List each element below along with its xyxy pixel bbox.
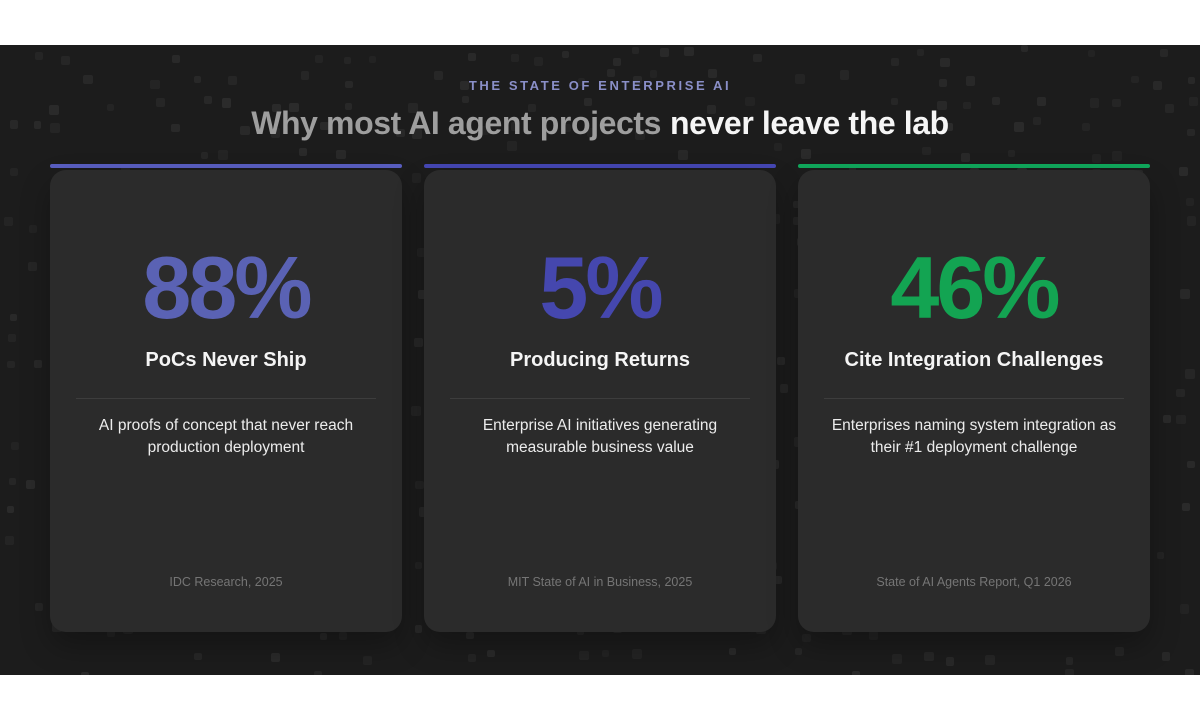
cards-row: 88% PoCs Never Ship AI proofs of concept… <box>50 164 1150 632</box>
page-title: Why most AI agent projects never leave th… <box>251 104 949 142</box>
slide-stage: THE STATE OF ENTERPRISE AI Why most AI a… <box>0 45 1200 675</box>
letterbox-top <box>0 0 1200 45</box>
page-title-muted: Why most AI agent projects <box>251 105 662 141</box>
stat-card-pocs: 88% PoCs Never Ship AI proofs of concept… <box>50 164 402 632</box>
card-source: MIT State of AI in Business, 2025 <box>507 575 693 589</box>
card-heading: PoCs Never Ship <box>145 349 307 371</box>
card-divider <box>450 398 750 399</box>
card-source: State of AI Agents Report, Q1 2026 <box>876 575 1072 589</box>
card-accent-bar <box>424 164 776 168</box>
card-body: 46% Cite Integration Challenges Enterpri… <box>798 170 1150 632</box>
slide-content: THE STATE OF ENTERPRISE AI Why most AI a… <box>0 45 1200 675</box>
stat-value: 88% <box>142 238 312 337</box>
card-description: Enterprises naming system integration as… <box>831 417 1117 456</box>
stat-value: 5% <box>539 238 663 337</box>
card-source: IDC Research, 2025 <box>169 575 283 589</box>
card-accent-bar <box>798 164 1150 168</box>
card-heading: Producing Returns <box>509 349 690 371</box>
letterbox-bottom <box>0 675 1200 720</box>
stat-card-returns: 5% Producing Returns Enterprise AI initi… <box>424 164 776 632</box>
card-description: Enterprise AI initiatives generating mea… <box>482 417 718 456</box>
card-body: 5% Producing Returns Enterprise AI initi… <box>424 170 776 632</box>
card-heading: Cite Integration Challenges <box>844 349 1104 371</box>
stat-value: 46% <box>890 238 1060 337</box>
card-divider <box>76 398 376 399</box>
card-body: 88% PoCs Never Ship AI proofs of concept… <box>50 170 402 632</box>
card-accent-bar <box>50 164 402 168</box>
eyebrow-label: THE STATE OF ENTERPRISE AI <box>468 78 732 93</box>
page-title-emphasis: never leave the lab <box>669 105 949 141</box>
card-description: AI proofs of concept that never reach pr… <box>98 417 354 456</box>
card-divider <box>824 398 1124 399</box>
stat-card-integration: 46% Cite Integration Challenges Enterpri… <box>798 164 1150 632</box>
